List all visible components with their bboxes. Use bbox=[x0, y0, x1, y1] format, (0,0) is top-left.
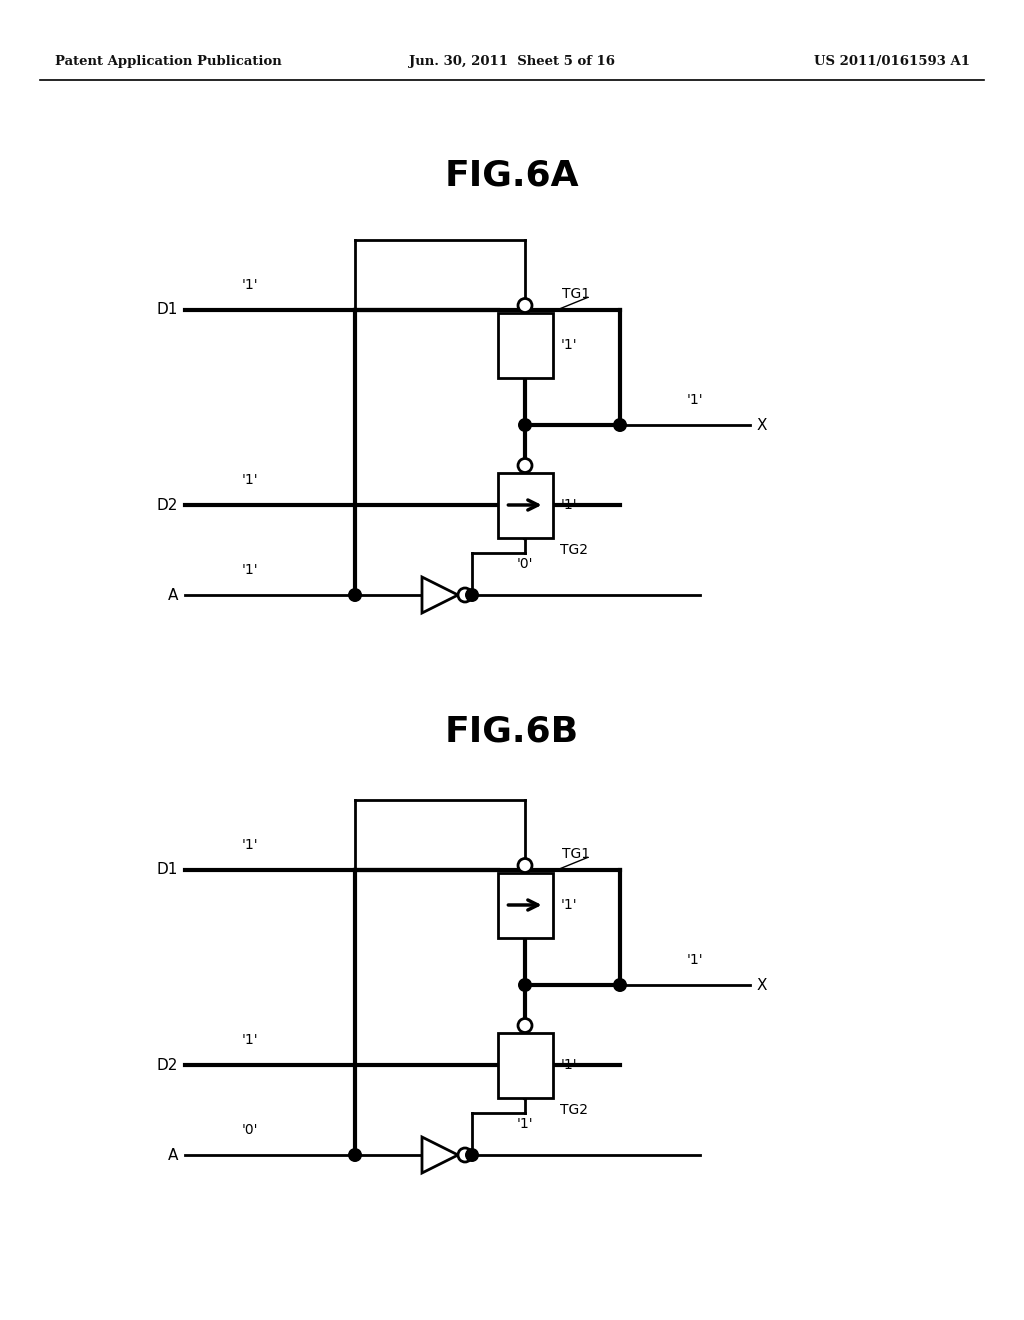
Circle shape bbox=[518, 418, 532, 432]
Text: A: A bbox=[168, 1147, 178, 1163]
Text: X: X bbox=[757, 417, 768, 433]
Circle shape bbox=[458, 587, 472, 602]
Text: '1': '1' bbox=[517, 1118, 534, 1131]
Circle shape bbox=[613, 418, 627, 432]
Circle shape bbox=[465, 587, 479, 602]
Circle shape bbox=[518, 1019, 532, 1032]
Text: TG2: TG2 bbox=[560, 1102, 589, 1117]
Circle shape bbox=[613, 978, 627, 993]
Text: '1': '1' bbox=[560, 898, 578, 912]
Text: '1': '1' bbox=[242, 1034, 258, 1047]
Text: Jun. 30, 2011  Sheet 5 of 16: Jun. 30, 2011 Sheet 5 of 16 bbox=[409, 55, 615, 69]
Text: TG1: TG1 bbox=[562, 286, 591, 301]
Text: '1': '1' bbox=[560, 1059, 578, 1072]
Text: D1: D1 bbox=[157, 862, 178, 878]
Text: '1': '1' bbox=[560, 338, 578, 352]
Text: US 2011/0161593 A1: US 2011/0161593 A1 bbox=[814, 55, 970, 69]
Bar bbox=[498, 1032, 553, 1097]
Text: '1': '1' bbox=[242, 279, 258, 292]
Polygon shape bbox=[422, 1137, 458, 1173]
Text: '1': '1' bbox=[242, 473, 258, 487]
Circle shape bbox=[518, 978, 532, 993]
Text: Patent Application Publication: Patent Application Publication bbox=[55, 55, 282, 69]
Text: TG2: TG2 bbox=[560, 543, 589, 557]
Text: '1': '1' bbox=[242, 564, 258, 577]
Circle shape bbox=[518, 858, 532, 873]
Text: '1': '1' bbox=[687, 393, 703, 407]
Bar bbox=[498, 473, 553, 537]
Text: D1: D1 bbox=[157, 302, 178, 318]
Text: X: X bbox=[757, 978, 768, 993]
Text: '1': '1' bbox=[560, 498, 578, 512]
Text: '0': '0' bbox=[517, 557, 534, 572]
Polygon shape bbox=[422, 577, 458, 612]
Text: D2: D2 bbox=[157, 1057, 178, 1072]
Text: A: A bbox=[168, 587, 178, 602]
Bar bbox=[498, 873, 553, 937]
Text: FIG.6B: FIG.6B bbox=[445, 715, 579, 748]
Bar bbox=[498, 313, 553, 378]
Text: FIG.6A: FIG.6A bbox=[444, 158, 580, 191]
Text: '1': '1' bbox=[242, 838, 258, 851]
Text: '0': '0' bbox=[242, 1123, 258, 1137]
Circle shape bbox=[518, 298, 532, 313]
Circle shape bbox=[458, 1148, 472, 1162]
Text: '1': '1' bbox=[687, 953, 703, 968]
Circle shape bbox=[348, 1148, 362, 1162]
Circle shape bbox=[348, 587, 362, 602]
Circle shape bbox=[465, 1148, 479, 1162]
Text: TG1: TG1 bbox=[562, 846, 591, 861]
Circle shape bbox=[518, 458, 532, 473]
Text: D2: D2 bbox=[157, 498, 178, 512]
